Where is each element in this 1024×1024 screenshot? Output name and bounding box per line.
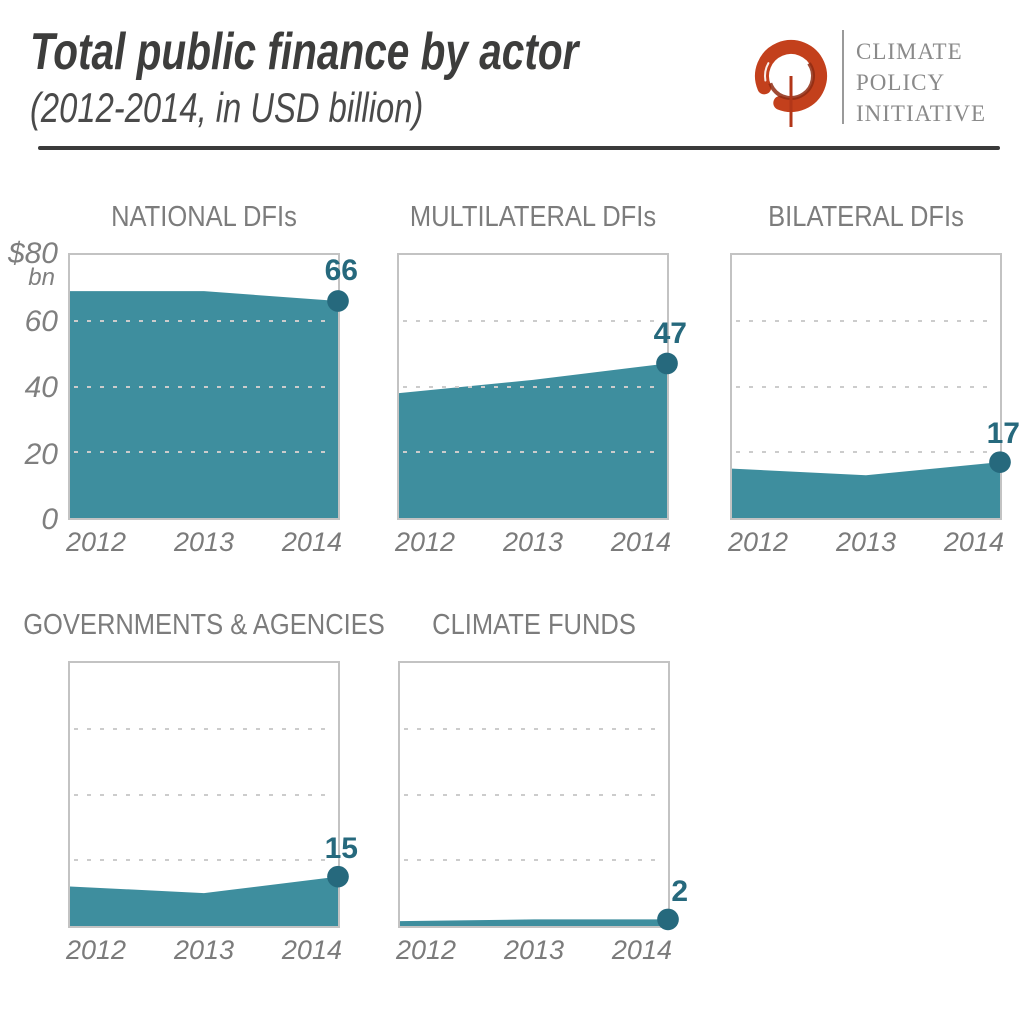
x-tick-2012: 2012 <box>396 935 457 965</box>
end-point-marker <box>989 451 1011 473</box>
cpi-swirl-icon <box>755 39 827 127</box>
page-subtitle: (2012-2014, in USD billion) <box>30 84 534 132</box>
chart-title-text: NATIONAL DFIs <box>111 201 297 233</box>
plot-area <box>398 661 679 931</box>
gridline-60 <box>403 319 663 322</box>
x-tick-2012: 2012 <box>66 527 127 557</box>
end-value-label: 17 <box>986 417 1020 451</box>
header-rule <box>38 146 1000 150</box>
chart-title: BILATERAL DFIs <box>755 201 977 234</box>
x-tick-2012: 2012 <box>66 935 127 965</box>
y-tick-60: 60 <box>24 305 58 338</box>
end-point-marker <box>657 908 679 931</box>
gridline-40 <box>74 793 334 796</box>
end-point-marker <box>327 865 349 888</box>
chart-title-text: BILATERAL DFIs <box>768 201 964 233</box>
gridline-40 <box>736 385 996 388</box>
y-axis-unit-label: bn <box>28 264 55 291</box>
chart-title: NATIONAL DFIs <box>98 201 309 234</box>
x-axis-labels: 2012 2013 2014 <box>66 527 342 558</box>
gridline-20 <box>74 451 334 454</box>
x-tick-2014: 2014 <box>611 935 672 965</box>
gridline-60 <box>74 727 334 730</box>
plot-area <box>68 661 349 928</box>
chart-title: MULTILATERAL DFIs <box>393 201 673 234</box>
plot-area <box>68 253 349 520</box>
x-tick-2014: 2014 <box>281 935 342 965</box>
x-tick-2014: 2014 <box>281 527 342 557</box>
x-axis-labels: 2012 2013 2014 <box>66 935 342 966</box>
y-tick-40: 40 <box>24 371 58 404</box>
end-point-marker <box>656 352 678 375</box>
gridline-20 <box>74 859 334 862</box>
chart-bilateral-dfis: BILATERAL DFIs 17 2012 2013 2014 <box>728 201 1020 557</box>
chart-climate-funds: CLIMATE FUNDS 2 2012 2013 2014 <box>396 609 688 965</box>
gridline-20 <box>403 451 663 454</box>
cpi-logo: CLIMATE POLICY INITIATIVE <box>746 24 1006 132</box>
y-tick-0: 0 <box>41 503 58 536</box>
y-tick-20: 20 <box>24 438 58 471</box>
area-series <box>399 352 678 518</box>
x-tick-2013: 2013 <box>835 527 897 557</box>
x-tick-2012: 2012 <box>395 527 456 557</box>
area-series <box>732 451 1011 518</box>
end-value-label: 66 <box>324 253 358 287</box>
gridline-40 <box>74 385 334 388</box>
page-title-text: Total public finance by actor <box>30 23 579 81</box>
gridline-60 <box>74 319 334 322</box>
gridline-40 <box>403 385 663 388</box>
area-series <box>70 290 349 518</box>
end-point-marker <box>327 290 349 312</box>
page-title: Total public finance by actor <box>30 22 733 82</box>
plot-area <box>730 253 1011 520</box>
area-series <box>70 865 349 926</box>
gridline-40 <box>404 793 664 796</box>
chart-title-text: MULTILATERAL DFIs <box>409 201 657 233</box>
logo-line-policy: POLICY <box>856 70 946 95</box>
logo-line-initiative: INITIATIVE <box>856 101 987 126</box>
chart-national-dfis: NATIONAL DFIs $80 bn 60 40 20 0 66 2012 … <box>8 201 358 557</box>
end-value-label: 47 <box>653 317 687 351</box>
x-axis-labels: 2012 2013 2014 <box>396 935 672 966</box>
gridline-20 <box>404 859 664 862</box>
end-value-label: 15 <box>324 831 358 865</box>
x-tick-2013: 2013 <box>173 527 235 557</box>
logo-line-climate: CLIMATE <box>856 39 963 64</box>
x-tick-2013: 2013 <box>173 935 235 965</box>
gridline-60 <box>404 727 664 730</box>
x-axis-labels: 2012 2013 2014 <box>728 527 1004 558</box>
chart-governments-agencies: GOVERNMENTS & AGENCIES 15 2012 2013 2014 <box>23 609 385 965</box>
chart-title: CLIMATE FUNDS <box>418 609 649 642</box>
chart-title-text: CLIMATE FUNDS <box>432 609 636 641</box>
gridline-20 <box>736 451 996 454</box>
x-tick-2014: 2014 <box>943 527 1004 557</box>
plot-area <box>397 253 678 520</box>
x-tick-2013: 2013 <box>502 527 564 557</box>
logo-separator <box>842 30 844 124</box>
x-tick-2014: 2014 <box>610 527 671 557</box>
x-axis-labels: 2012 2013 2014 <box>395 527 671 558</box>
page-subtitle-text: (2012-2014, in USD billion) <box>30 84 424 131</box>
y-axis-max-label: $80 <box>7 237 58 270</box>
gridline-60 <box>736 319 996 322</box>
logo-wordmark: CLIMATE POLICY INITIATIVE <box>856 36 986 129</box>
x-tick-2012: 2012 <box>728 527 789 557</box>
chart-title: GOVERNMENTS & AGENCIES <box>0 609 409 642</box>
area-series <box>400 908 679 931</box>
x-tick-2013: 2013 <box>503 935 565 965</box>
end-value-label: 2 <box>671 875 688 909</box>
chart-title-text: GOVERNMENTS & AGENCIES <box>23 609 385 641</box>
chart-multilateral-dfis: MULTILATERAL DFIs 47 2012 2013 2014 <box>395 201 687 557</box>
